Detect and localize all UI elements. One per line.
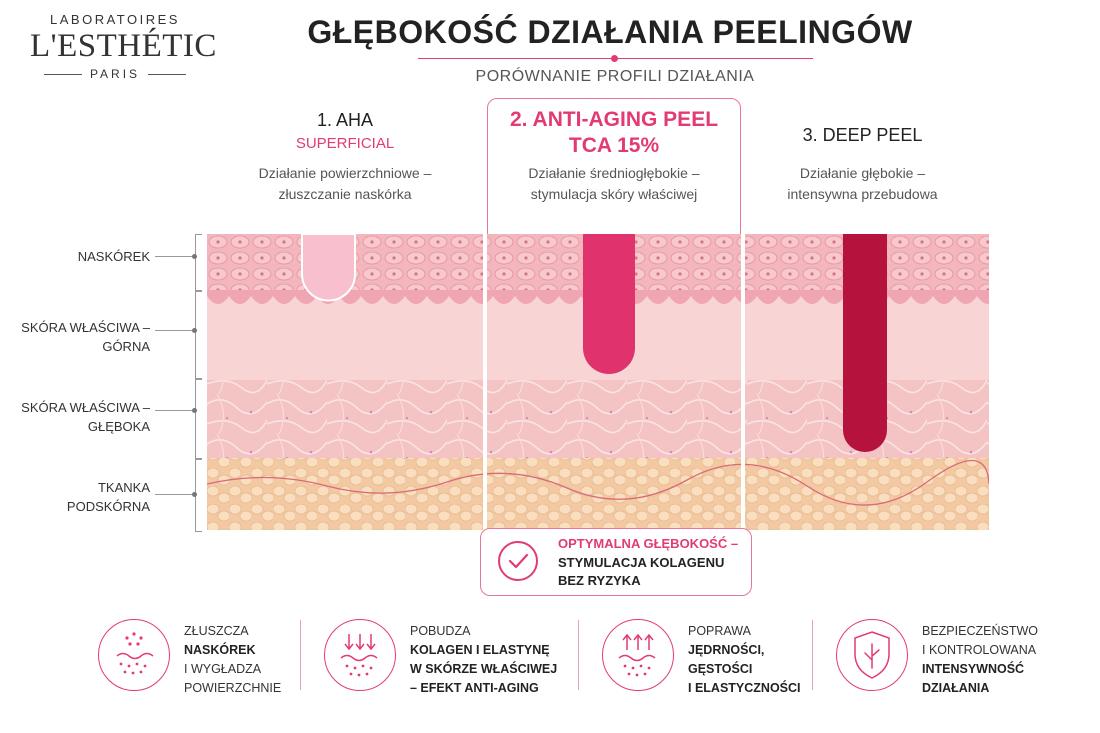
layer-dermis-upper-text-line1: SKÓRA WŁAŚCIWA – bbox=[21, 320, 150, 335]
layer-epidermis-bracket bbox=[195, 234, 202, 292]
column-aha-title: 1. AHA bbox=[316, 110, 374, 130]
column-tca-title-line2: TCA 15% bbox=[568, 134, 660, 157]
layer-dermis-upper-leader bbox=[155, 330, 195, 331]
column-deep-header: 3. DEEP PEEL bbox=[750, 125, 975, 146]
column-deep-title: 3. DEEP PEEL bbox=[802, 125, 923, 145]
layer-dermis-deep-bracket bbox=[195, 378, 202, 460]
benefit-1-line2: NASKÓREK bbox=[184, 643, 256, 657]
layer-dermis-deep-text-line2: GŁĘBOKA bbox=[87, 419, 150, 434]
layer-dermis-upper-bracket bbox=[195, 290, 202, 380]
benefit-3-text: POPRAWA JĘDRNOŚCI, GĘSTOŚCI I ELASTYCZNO… bbox=[688, 622, 801, 698]
benefit-1-text: ZŁUSZCZA NASKÓREK I WYGŁADZA POWIERZCHNI… bbox=[184, 622, 281, 698]
layer-subcutaneous-text-line1: TKANKA bbox=[97, 480, 150, 495]
column-aha-subtitle: SUPERFICIAL bbox=[295, 135, 395, 152]
column-aha-desc-line2: złuszczanie naskórka bbox=[278, 186, 412, 202]
optimal-line1: OPTYMALNA GŁĘBOKOŚĆ – bbox=[558, 536, 739, 551]
page-title: GŁĘBOKOŚĆ DZIAŁANIA PEELINGÓW bbox=[307, 14, 913, 50]
column-deep-desc-line2: intensywna przebudowa bbox=[787, 186, 938, 202]
optimal-line2: STYMULACJA KOLAGENU bbox=[558, 555, 725, 570]
layer-dermis-deep-dot bbox=[192, 408, 197, 413]
benefit-4-line2: I KONTROLOWANA bbox=[922, 643, 1037, 657]
benefit-2-line1: POBUDZA bbox=[410, 624, 471, 638]
benefit-4-text: BEZPIECZEŃSTWO I KONTROLOWANA INTENSYWNO… bbox=[922, 622, 1038, 698]
benefit-2-line4: – EFEKT ANTI-AGING bbox=[410, 681, 539, 695]
tca-penetration-bar bbox=[583, 234, 635, 374]
benefit-separator-1 bbox=[300, 620, 301, 690]
layer-label-dermis-upper: SKÓRA WŁAŚCIWA – GÓRNA bbox=[0, 318, 150, 356]
logo-main-text: L'ESTHÉTIC bbox=[30, 28, 217, 64]
column-aha-description: Działanie powierzchniowe – złuszczanie n… bbox=[230, 163, 460, 205]
optimal-line3: BEZ RYZYKA bbox=[558, 573, 641, 588]
benefit-separator-2 bbox=[578, 620, 579, 690]
layer-dermis-upper-dot bbox=[192, 328, 197, 333]
layer-subcutaneous-text-line2: PODSKÓRNA bbox=[66, 499, 150, 514]
logo-top-text: LABORATOIRES bbox=[50, 12, 180, 27]
column-tca-header: 2. ANTI-AGING PEEL TCA 15% bbox=[490, 107, 738, 159]
aha-penetration-bar bbox=[301, 234, 356, 302]
blood-vessel bbox=[207, 459, 989, 506]
subcutaneous-layer bbox=[207, 458, 989, 530]
layer-dermis-deep-leader bbox=[155, 410, 195, 411]
page-subtitle: PORÓWNANIE PROFILI DZIAŁANIA bbox=[475, 68, 755, 85]
layer-dermis-upper-text-line2: GÓRNA bbox=[102, 339, 150, 354]
logo-bottom: PARIS bbox=[30, 67, 200, 81]
column-tca-desc-line2: stymulacja skóry właściwej bbox=[530, 186, 698, 202]
benefit-2-line3: W SKÓRZE WŁAŚCIWEJ bbox=[410, 662, 558, 676]
layer-epidermis-dot bbox=[192, 254, 197, 259]
brand-logo: LABORATOIRES L'ESTHÉTIC PARIS bbox=[30, 12, 217, 81]
layer-subcutaneous-dot bbox=[192, 492, 197, 497]
column-gap-1 bbox=[483, 234, 487, 530]
firmness-up-arrows-icon bbox=[602, 619, 674, 691]
check-circle-icon bbox=[498, 541, 538, 581]
logo-bottom-text: PARIS bbox=[89, 67, 141, 81]
benefit-4-line1: BEZPIECZEŃSTWO bbox=[922, 624, 1038, 638]
layer-label-subcutaneous: TKANKA PODSKÓRNA bbox=[0, 478, 150, 516]
benefit-3-line1: POPRAWA bbox=[688, 624, 751, 638]
logo-rule-right bbox=[148, 73, 187, 75]
benefit-2-text: POBUDZA KOLAGEN I ELASTYNĘ W SKÓRZE WŁAŚ… bbox=[410, 622, 557, 698]
benefit-1-line1: ZŁUSZCZA bbox=[184, 624, 249, 638]
benefit-1-line4: POWIERZCHNIE bbox=[184, 681, 282, 695]
benefit-4-line4: DZIAŁANIA bbox=[922, 681, 990, 695]
layer-dermis-deep-text-line1: SKÓRA WŁAŚCIWA – bbox=[21, 400, 150, 415]
skin-cross-section bbox=[207, 234, 989, 530]
column-deep-desc-line1: Działanie głębokie – bbox=[799, 165, 926, 181]
benefit-separator-3 bbox=[812, 620, 813, 690]
column-tca-title-line1: 2. ANTI-AGING PEEL bbox=[509, 108, 719, 131]
layer-label-epidermis: NASKÓREK bbox=[0, 247, 150, 266]
column-aha-header: 1. AHA SUPERFICIAL bbox=[230, 110, 460, 152]
benefit-3-line3: GĘSTOŚCI bbox=[688, 662, 753, 676]
exfoliation-icon bbox=[98, 619, 170, 691]
column-tca-description: Działanie średniogłębokie – stymulacja s… bbox=[490, 163, 738, 205]
layer-subcutaneous-leader bbox=[155, 494, 195, 495]
benefit-2-line2: KOLAGEN I ELASTYNĘ bbox=[410, 643, 550, 657]
column-tca-desc-line1: Działanie średniogłębokie – bbox=[528, 165, 700, 181]
benefit-3-line4: I ELASTYCZNOŚCI bbox=[688, 681, 801, 695]
deep-penetration-bar bbox=[843, 234, 887, 452]
benefit-4-line3: INTENSYWNOŚĆ bbox=[922, 662, 1025, 676]
layer-epidermis-text: NASKÓREK bbox=[77, 249, 150, 264]
benefit-3-line2: JĘDRNOŚCI, bbox=[688, 643, 765, 657]
layer-epidermis-leader bbox=[155, 256, 195, 257]
title-divider-dot bbox=[611, 55, 618, 62]
column-gap-2 bbox=[741, 234, 745, 530]
safety-shield-icon bbox=[836, 619, 908, 691]
column-deep-description: Działanie głębokie – intensywna przebudo… bbox=[750, 163, 975, 205]
logo-rule-left bbox=[43, 73, 82, 75]
collagen-down-arrows-icon bbox=[324, 619, 396, 691]
layer-label-dermis-deep: SKÓRA WŁAŚCIWA – GŁĘBOKA bbox=[0, 398, 150, 436]
benefit-1-line3: I WYGŁADZA bbox=[184, 662, 262, 676]
column-aha-desc-line1: Działanie powierzchniowe – bbox=[258, 165, 432, 181]
